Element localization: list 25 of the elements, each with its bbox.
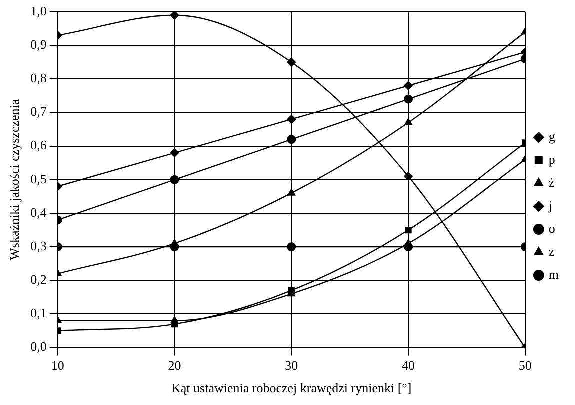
legend-label: g [548,128,556,144]
y-tick-label: 0,6 [30,138,48,153]
y-tick-label: 0,1 [30,306,47,321]
legend-label: o [548,220,556,236]
legend-label: p [548,152,556,167]
legend-label: z [548,244,555,259]
y-tick-label: 0,4 [30,204,48,220]
x-axis-title: Kąt ustawienia roboczej krawędzi rynienki [°] [172,380,412,396]
x-tick-label: 10 [51,358,64,374]
y-tick-label: 0,8 [30,70,47,86]
legend-label: j [548,198,553,213]
legend-label: ż [548,174,555,190]
y-tick-label: 0,2 [30,272,47,288]
legend-label: m [548,266,560,282]
x-tick-label: 20 [168,358,182,374]
y-tick-label: 0,7 [30,104,48,120]
y-tick-label: 0,3 [30,238,47,254]
y-tick-label: 0,5 [30,171,47,186]
x-tick-label: 40 [402,358,416,374]
y-tick-label: 1,0 [30,3,47,18]
y-axis-title: Wskaźniki jakości czyszczenia [7,99,22,260]
x-tick-label: 30 [285,358,298,374]
x-tick-label: 50 [518,358,532,374]
y-tick-label: 0,9 [30,37,47,52]
y-tick-label: 0,0 [30,339,47,354]
